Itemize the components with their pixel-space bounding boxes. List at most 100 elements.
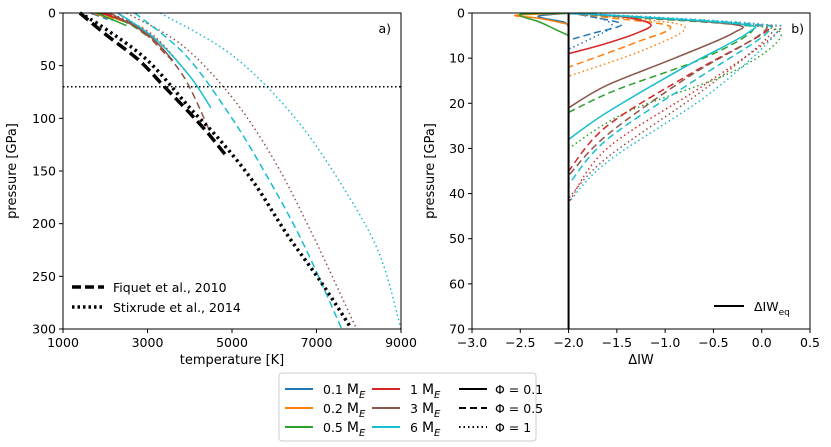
- panel-a-series-line: [134, 12, 343, 330]
- panel-a-series-line: [96, 12, 127, 27]
- legend-mass-subscript: E: [359, 390, 366, 401]
- y-tick-label: 0: [48, 6, 56, 21]
- x-tick-label: 7000: [301, 335, 333, 350]
- panel-a-series-line: [117, 12, 210, 130]
- x-tick-label: 5000: [216, 335, 248, 350]
- legend-delta-iw-eq-text: ΔIW: [754, 299, 779, 314]
- legend-mass-entries: 0.1 ME0.2 ME0.5 ME1 ME3 ME6 ME: [285, 382, 441, 439]
- panel-b-x-axis-label: ΔIW: [628, 353, 654, 368]
- stixrude-melting-curve: [78, 11, 352, 328]
- panel-b-series-line: [568, 12, 768, 177]
- legend-mass-unit: M: [347, 382, 359, 398]
- panel-a-series: [90, 12, 402, 330]
- legend-mass-label: 0.5 ME: [323, 420, 366, 439]
- legend-mass-unit: M: [347, 401, 359, 417]
- panel-b-y-axis-label: pressure [GPa]: [423, 123, 438, 219]
- legend-phi-label: Φ = 1: [495, 420, 531, 435]
- legend-mass-subscript: E: [434, 390, 441, 401]
- panel-b-series-line: [568, 12, 672, 68]
- legend-mass-unit: M: [422, 401, 434, 417]
- y-tick-label: 50: [40, 58, 56, 73]
- panel-b-x-ticks: −3.0 −2.5 −2.0 −1.5 −1.0 −0.5 0.0 0.5: [457, 329, 820, 350]
- panel-a-legend: Fiquet et al., 2010 Stixrude et al., 201…: [72, 280, 241, 315]
- y-tick-label: 70: [449, 322, 465, 337]
- panel-b-y-ticks: 0 10 20 30 40 50 60 70: [449, 6, 472, 337]
- y-tick-label: 10: [449, 51, 465, 66]
- panel-b-frame: [471, 12, 811, 330]
- legend-mass-label: 0.2 ME: [323, 401, 366, 420]
- panel-a-y-ticks: 0 50 100 150 200 250 300: [32, 6, 63, 337]
- legend-mass-subscript: E: [359, 409, 366, 420]
- x-tick-label: −1.0: [650, 335, 680, 350]
- y-tick-label: 20: [449, 96, 465, 111]
- legend-mass-label: 6 ME: [410, 420, 441, 439]
- y-tick-label: 40: [449, 186, 465, 201]
- legend-mass-unit: M: [422, 420, 434, 436]
- legend-mass-label: 3 ME: [410, 401, 441, 420]
- x-tick-label: 0.5: [800, 335, 820, 350]
- legend-phi-label: Φ = 0.1: [495, 382, 543, 397]
- panel-b-series: [514, 12, 783, 204]
- y-tick-label: 250: [32, 269, 56, 284]
- y-tick-label: 200: [32, 216, 56, 231]
- legend-phi-label: Φ = 0.5: [495, 401, 543, 416]
- legend-mass-subscript: E: [359, 428, 366, 439]
- panel-b-series-line: [568, 12, 782, 204]
- x-tick-label: −0.5: [698, 335, 728, 350]
- panel-b-series-line: [568, 12, 774, 172]
- legend-mass-label: 0.1 ME: [323, 382, 366, 401]
- legend-fiquet-label: Fiquet et al., 2010: [113, 280, 227, 295]
- legend-delta-iw-eq-label: ΔIWeq: [754, 299, 790, 318]
- panel-a-series-line: [109, 12, 174, 61]
- fiquet-melting-curve: [78, 11, 228, 157]
- x-tick-label: 9000: [385, 335, 417, 350]
- y-tick-label: 30: [449, 141, 465, 156]
- y-tick-label: 300: [32, 322, 56, 337]
- legend-mass-value: 0.5: [323, 420, 347, 435]
- panel-a-y-axis-label: pressure [GPa]: [5, 123, 20, 219]
- legend-mass-unit: M: [422, 382, 434, 398]
- panel-a-series-line: [117, 12, 212, 109]
- panel-b-series-line: [568, 12, 686, 77]
- y-tick-label: 150: [32, 164, 56, 179]
- figure-legend: 0.1 ME0.2 ME0.5 ME1 ME3 ME6 ME Φ = 0.1Φ …: [278, 372, 543, 442]
- x-tick-label: 0.0: [752, 335, 772, 350]
- legend-mass-subscript: E: [434, 409, 441, 420]
- x-tick-label: −2.5: [505, 335, 535, 350]
- legend-delta-iw-eq-subscript: eq: [779, 308, 790, 318]
- legend-mass-value: 6: [410, 420, 422, 435]
- y-tick-label: 60: [449, 276, 465, 291]
- panel-b-legend: ΔIWeq: [714, 299, 790, 318]
- y-tick-label: 0: [457, 6, 465, 21]
- legend-mass-value: 0.2: [323, 401, 347, 416]
- panel-b: −3.0 −2.5 −2.0 −1.5 −1.0 −0.5 0.0 0.5 0 10 20 30 40…: [423, 6, 820, 369]
- legend-mass-value: 0.1: [323, 382, 347, 397]
- legend-mass-value: 3: [410, 401, 422, 416]
- legend-mass-label: 1 ME: [410, 382, 441, 401]
- x-tick-label: −3.0: [457, 335, 487, 350]
- x-tick-label: 1000: [47, 335, 79, 350]
- legend-phi-entries: Φ = 0.1 Φ = 0.5 Φ = 1: [459, 382, 543, 435]
- legend-mass-value: 1: [410, 382, 422, 397]
- panel-b-label: b): [791, 21, 804, 36]
- x-tick-label: −1.5: [602, 335, 632, 350]
- legend-mass-unit: M: [347, 420, 359, 436]
- panel-b-series-line: [537, 12, 570, 28]
- panel-a-x-ticks: 1000 3000 5000 7000 9000: [47, 329, 417, 350]
- panel-b-series-line: [518, 12, 569, 37]
- x-tick-label: −2.0: [553, 335, 583, 350]
- x-tick-label: 3000: [132, 335, 164, 350]
- panel-b-series-line: [568, 12, 652, 55]
- panel-a-label: a): [378, 21, 391, 36]
- panel-b-series-line: [568, 12, 778, 199]
- y-tick-label: 100: [32, 111, 56, 126]
- legend-mass-subscript: E: [434, 428, 441, 439]
- panel-a-series-line: [126, 12, 358, 330]
- panel-a-x-axis-label: temperature [K]: [180, 353, 285, 368]
- panel-a: 1000 3000 5000 7000 9000 050100150200250300 …: [5, 6, 417, 369]
- y-tick-label: 50: [449, 231, 465, 246]
- legend-stixrude-label: Stixrude et al., 2014: [113, 300, 241, 315]
- panel-b-series-line: [568, 12, 757, 141]
- panel-b-series-line: [568, 12, 782, 150]
